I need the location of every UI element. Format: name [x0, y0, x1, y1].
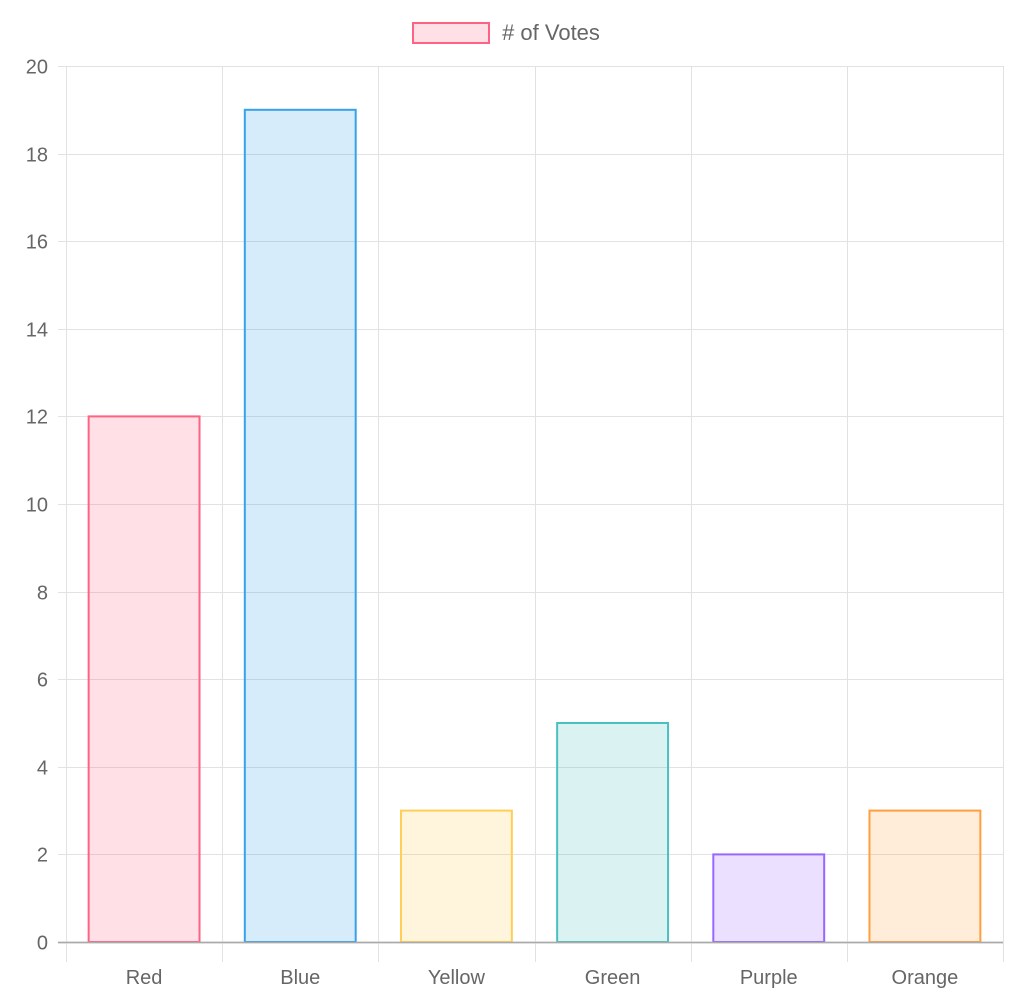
x-axis: Red Blue Yellow Green Purple Orange	[66, 66, 1004, 989]
bar-blue[interactable]	[243, 108, 357, 944]
y-tick-label: 16	[26, 232, 48, 254]
legend-label[interactable]: # of Votes	[502, 20, 600, 45]
bar-orange[interactable]	[868, 809, 982, 943]
y-tick-label: 2	[37, 845, 48, 867]
x-tick-label: Red	[126, 967, 163, 989]
bar-yellow[interactable]	[399, 809, 513, 943]
x-tick-label: Blue	[280, 967, 320, 989]
x-tick-label: Yellow	[428, 967, 486, 989]
y-tick-label: 4	[37, 758, 48, 780]
x-tick-label: Orange	[892, 967, 959, 989]
y-tick-label: 10	[26, 495, 48, 517]
y-tick-label: 6	[37, 670, 48, 692]
x-tick-label: Green	[585, 967, 641, 989]
y-tick-label: 0	[37, 933, 48, 955]
y-tick-label: 12	[26, 407, 48, 429]
y-axis: 0 2 4 6 8 10 12 14 16 18 20	[26, 57, 1003, 955]
y-tick-label: 18	[26, 145, 48, 167]
bar-red[interactable]	[87, 415, 201, 943]
bar-series	[87, 108, 982, 944]
bar-purple[interactable]	[712, 853, 826, 944]
y-tick-label: 8	[37, 583, 48, 605]
bar-green[interactable]	[556, 722, 670, 943]
y-tick-label: 14	[26, 320, 48, 342]
x-tick-label: Purple	[740, 967, 798, 989]
chart-legend: # of Votes	[0, 20, 1012, 46]
y-tick-label: 20	[26, 57, 48, 79]
legend-swatch[interactable]	[412, 22, 491, 44]
